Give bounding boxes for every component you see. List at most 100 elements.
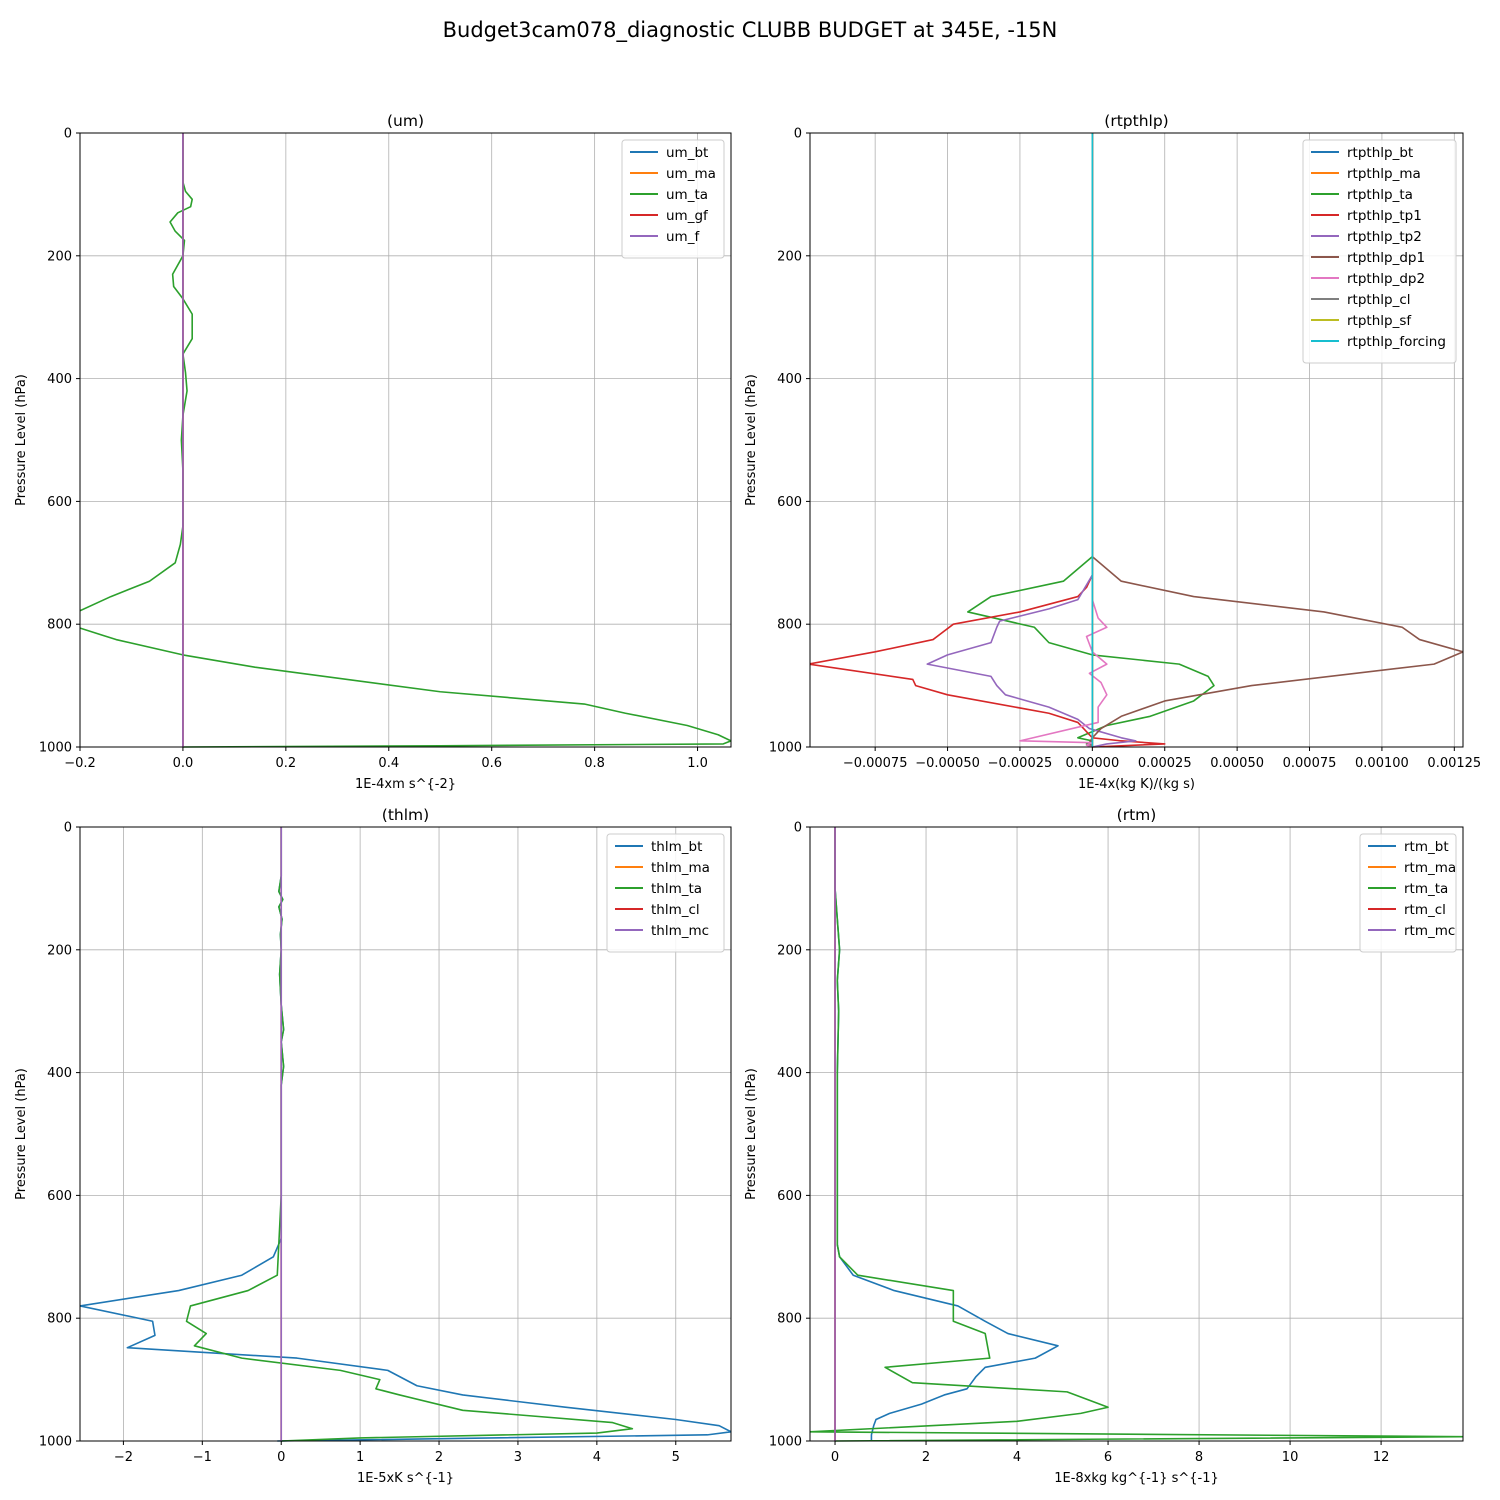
x-tick-label: 0.0 bbox=[173, 756, 194, 771]
x-tick-label: −0.00075 bbox=[843, 756, 908, 771]
x-tick-label: −1 bbox=[193, 1450, 212, 1465]
series-line-rtpthlp-tp2 bbox=[926, 133, 1137, 748]
series-line-rtpthlp-ta bbox=[967, 133, 1215, 748]
subplot-0: −0.2 0.0 0.2 0.4 0.6 0.8 1.0 0 200 400 600 800 1000 (… bbox=[14, 112, 732, 792]
y-tick-label: 800 bbox=[47, 1312, 72, 1327]
x-axis-label: 1E-5xK s^{-1} bbox=[357, 1471, 454, 1486]
y-tick-label: 1000 bbox=[769, 1435, 802, 1450]
legend-entry: rtm_mc bbox=[1404, 923, 1455, 939]
x-tick-label: 0.4 bbox=[378, 756, 399, 771]
legend-box bbox=[1359, 833, 1457, 953]
x-tick-label: 4 bbox=[1013, 1450, 1021, 1465]
x-tick-label: 0.00100 bbox=[1355, 756, 1409, 771]
legend-entry: rtm_ma bbox=[1404, 860, 1456, 876]
legend-entry: rtpthlp_sf bbox=[1347, 313, 1412, 329]
x-tick-label: 0 bbox=[277, 1450, 285, 1465]
x-axis-label: 1E-8xkg kg^{-1} s^{-1} bbox=[1054, 1471, 1219, 1486]
legend-entry: rtm_cl bbox=[1404, 902, 1446, 918]
subplot-2: −2 −1 0 1 2 3 4 5 0 200 400 600 800 1000 (thlm) 1E-5xK … bbox=[14, 806, 732, 1486]
y-tick-label: 400 bbox=[777, 372, 802, 387]
subplot-title: (rtm) bbox=[1117, 806, 1157, 824]
x-tick-label: 12 bbox=[1373, 1450, 1390, 1465]
y-tick-label: 0 bbox=[794, 821, 802, 836]
x-tick-label: 0.8 bbox=[584, 756, 605, 771]
y-tick-label: 800 bbox=[777, 1312, 802, 1327]
y-axis-label: Pressure Level (hPa) bbox=[14, 1068, 29, 1200]
legend-box bbox=[621, 139, 725, 259]
axes-frame bbox=[809, 826, 1464, 1442]
y-tick-label: 1000 bbox=[39, 1435, 72, 1450]
subplot-title: (rtpthlp) bbox=[1104, 112, 1168, 130]
y-tick-label: 600 bbox=[777, 1189, 802, 1204]
x-tick-label: 2 bbox=[922, 1450, 930, 1465]
legend-entry: rtpthlp_tp1 bbox=[1347, 208, 1422, 224]
legend-entry: rtm_ta bbox=[1404, 881, 1448, 897]
legend-entry: rtpthlp_tp2 bbox=[1347, 229, 1422, 245]
subplot-title: (um) bbox=[387, 112, 424, 130]
legend-entry: um_f bbox=[666, 229, 700, 245]
legend: rtpthlp_bt rtpthlp_ma rtpthlp_ta rtpthlp_tp… bbox=[1302, 139, 1457, 364]
x-tick-label: −2 bbox=[114, 1450, 133, 1465]
x-tick-label: 3 bbox=[514, 1450, 522, 1465]
y-tick-label: 200 bbox=[47, 943, 72, 958]
legend-entry: rtpthlp_ta bbox=[1347, 187, 1413, 203]
x-tick-label: 10 bbox=[1282, 1450, 1299, 1465]
legend-entry: thlm_ma bbox=[651, 860, 710, 876]
y-tick-label: 400 bbox=[47, 372, 72, 387]
x-tick-label: −0.00025 bbox=[988, 756, 1053, 771]
legend-box bbox=[1302, 139, 1457, 364]
y-tick-label: 0 bbox=[64, 821, 72, 836]
x-tick-label: 2 bbox=[435, 1450, 443, 1465]
x-axis-label: 1E-4xm s^{-2} bbox=[355, 777, 456, 792]
x-tick-label: 0.6 bbox=[481, 756, 502, 771]
y-axis-label: Pressure Level (hPa) bbox=[14, 374, 29, 506]
subplot-1: −0.00075 −0.00050 −0.00025 0.00000 0.00025 0.… bbox=[744, 112, 1481, 792]
subplot-title: (thlm) bbox=[382, 806, 429, 824]
x-tick-label: 5 bbox=[672, 1450, 680, 1465]
legend-entry: rtpthlp_forcing bbox=[1347, 334, 1446, 350]
y-tick-label: 1000 bbox=[769, 741, 802, 756]
series-lines bbox=[810, 827, 1463, 1442]
y-tick-label: 0 bbox=[64, 127, 72, 142]
legend-entry: thlm_bt bbox=[651, 839, 702, 855]
x-axis-label: 1E-4x(kg K)/(kg s) bbox=[1078, 777, 1195, 792]
x-tick-label: 1 bbox=[356, 1450, 364, 1465]
axes-frame bbox=[79, 826, 732, 1442]
legend-box bbox=[606, 833, 725, 953]
y-tick-label: 800 bbox=[47, 618, 72, 633]
y-tick-label: 600 bbox=[777, 495, 802, 510]
y-tick-label: 200 bbox=[777, 249, 802, 264]
x-tick-label: 0.00000 bbox=[1065, 756, 1119, 771]
legend: rtm_bt rtm_ma rtm_ta rtm_cl rtm_mc bbox=[1359, 833, 1457, 953]
axes-frame bbox=[79, 132, 732, 748]
y-tick-label: 0 bbox=[794, 127, 802, 142]
legend-entry: um_gf bbox=[666, 208, 709, 224]
x-tick-label: 4 bbox=[593, 1450, 601, 1465]
x-tick-label: 8 bbox=[1195, 1450, 1203, 1465]
legend: thlm_bt thlm_ma thlm_ta thlm_cl thlm_mc bbox=[606, 833, 725, 953]
x-tick-label: 0.00050 bbox=[1210, 756, 1264, 771]
series-lines bbox=[80, 827, 731, 1442]
y-tick-label: 200 bbox=[777, 943, 802, 958]
x-tick-label: 0.00125 bbox=[1427, 756, 1481, 771]
y-tick-label: 1000 bbox=[39, 741, 72, 756]
x-tick-label: 0 bbox=[831, 1450, 839, 1465]
legend-entry: thlm_ta bbox=[651, 881, 702, 897]
x-tick-label: 6 bbox=[1104, 1450, 1112, 1465]
legend-entry: rtpthlp_cl bbox=[1347, 292, 1411, 308]
legend-entry: rtpthlp_ma bbox=[1347, 166, 1421, 182]
series-lines bbox=[810, 133, 1463, 748]
series-line-rtpthlp-dp2 bbox=[1019, 133, 1108, 748]
y-axis-label: Pressure Level (hPa) bbox=[744, 374, 759, 506]
x-tick-label: 1.0 bbox=[687, 756, 708, 771]
legend: um_bt um_ma um_ta um_gf um_f bbox=[621, 139, 725, 259]
legend-entry: rtpthlp_dp2 bbox=[1347, 271, 1425, 287]
legend-entry: um_ma bbox=[666, 166, 716, 182]
series-line-rtm-ta bbox=[810, 827, 1463, 1442]
axes-frame bbox=[809, 132, 1464, 748]
legend-entry: um_ta bbox=[666, 187, 708, 203]
legend-entry: thlm_mc bbox=[651, 923, 709, 939]
x-tick-label: −0.2 bbox=[64, 756, 96, 771]
